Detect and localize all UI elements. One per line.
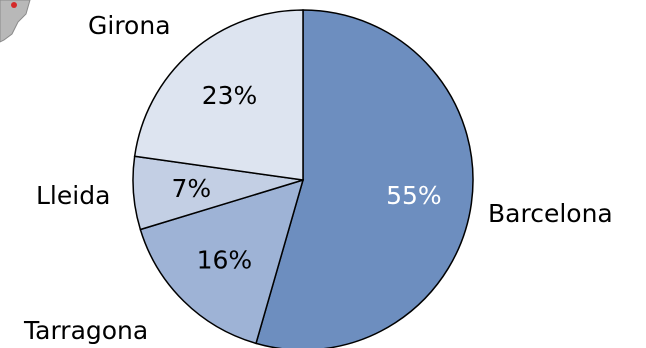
pie-slice-tarragona [139, 178, 305, 345]
category-label-tarragona: Tarragona [23, 316, 148, 345]
pie-value-label-tarragona: 16% [197, 245, 253, 274]
pie-value-label-lleida: 7% [172, 174, 212, 203]
category-label-lleida: Lleida [36, 181, 110, 210]
corner-map-fragment [0, 0, 31, 43]
map-location-dot [11, 2, 17, 8]
pie-value-labels: 55% 16% 7% 23% [172, 81, 442, 274]
pie-slice-girona [133, 9, 304, 181]
pie-value-label-barcelona: 55% [386, 181, 442, 210]
category-label-girona: Girona [88, 11, 171, 40]
pie-value-label-girona: 23% [202, 81, 258, 110]
category-label-barcelona: Barcelona [488, 199, 613, 228]
pie-slice-barcelona [255, 9, 474, 348]
pie-slices [132, 9, 474, 348]
